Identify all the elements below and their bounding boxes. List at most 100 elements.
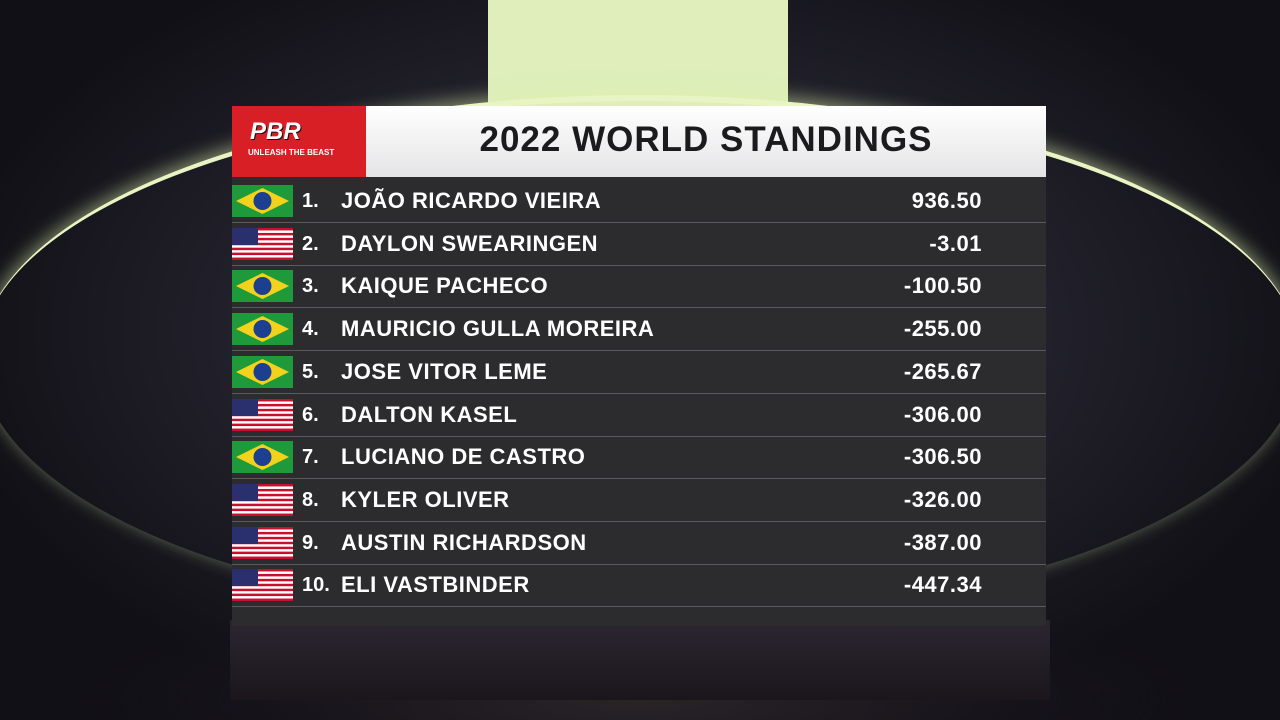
- rank: 9.: [302, 531, 319, 554]
- flag-stripe: [232, 503, 293, 507]
- flag-stripe: [232, 403, 293, 406]
- flag-stripe: [232, 252, 293, 255]
- flag-globe: [253, 320, 272, 339]
- score: -306.50: [903, 444, 982, 470]
- flag-stripe: [232, 257, 293, 260]
- rider-name: JOÃO RICARDO VIEIRA: [341, 188, 602, 213]
- flag: [232, 441, 293, 474]
- arena-floor: [230, 620, 1050, 700]
- flag: [232, 483, 293, 516]
- flag-stripe: [232, 498, 293, 502]
- flag-stripe: [232, 531, 293, 534]
- rider-name: MAURICIO GULLA MOREIRA: [341, 316, 655, 342]
- rank: 8.: [302, 488, 319, 511]
- rank: 1.: [302, 190, 319, 212]
- flag-stripe: [232, 598, 293, 602]
- rank: 3.: [302, 275, 319, 298]
- flag: [232, 398, 293, 431]
- rank: 4.: [302, 318, 319, 341]
- flag-globe: [253, 362, 272, 381]
- flag-canton: [232, 398, 258, 416]
- flag-stripe: [232, 408, 293, 411]
- flag-stripe: [232, 237, 293, 240]
- standings-panel: PBR UNLEASH THE BEAST 2022 WORLD STANDIN…: [232, 106, 1046, 626]
- flag: [232, 355, 293, 388]
- flag-stripe: [232, 556, 293, 559]
- flag-stripe: [232, 526, 293, 530]
- flag-stripe: [232, 242, 293, 245]
- score: -326.00: [903, 486, 982, 512]
- rank: 2.: [302, 232, 319, 255]
- rank: 5.: [302, 360, 319, 383]
- score: -306.00: [903, 401, 982, 427]
- flag-stripe: [232, 546, 293, 549]
- logo: PBR UNLEASH THE BEAST: [232, 106, 366, 177]
- score: -265.67: [903, 358, 982, 384]
- flag-canton: [232, 526, 258, 544]
- flag-stripe: [232, 569, 293, 572]
- score: -447.34: [903, 572, 982, 598]
- flag-stripe: [232, 247, 293, 250]
- flag-globe: [253, 277, 272, 296]
- standing-row: 8. KYLER OLIVER -326.00: [232, 479, 1046, 522]
- score: 936.50: [911, 188, 982, 213]
- standing-row: 9. AUSTIN RICHARDSON -387.00: [232, 522, 1046, 565]
- flag-canton: [232, 483, 258, 501]
- flag-stripe: [232, 536, 293, 539]
- standing-row: 1. JOÃO RICARDO VIEIRA 936.50: [232, 180, 1046, 223]
- flag-stripe: [232, 551, 293, 554]
- rider-name: DALTON KASEL: [341, 401, 518, 427]
- flag: [232, 185, 293, 217]
- arena-ring: [0, 95, 1280, 621]
- flag-stripe: [232, 488, 293, 492]
- rider-name: KAIQUE PACHECO: [341, 273, 549, 299]
- flag-stripe: [232, 588, 293, 592]
- logo-tagline: UNLEASH THE BEAST: [248, 148, 335, 157]
- rank: 7.: [302, 446, 319, 469]
- standing-row: 4. MAURICIO GULLA MOREIRA -255.00: [232, 308, 1046, 352]
- score: -387.00: [903, 529, 982, 555]
- arena-screen: [488, 0, 788, 110]
- flag-stripe: [232, 483, 293, 487]
- flag-stripe: [232, 232, 293, 236]
- standing-row: 5. JOSE VITOR LEME -265.67: [232, 351, 1046, 394]
- rider-name: JOSE VITOR LEME: [341, 358, 548, 384]
- flag-stripe: [232, 579, 293, 582]
- title: 2022 WORLD STANDINGS: [479, 120, 933, 159]
- flag-stripe: [232, 413, 293, 416]
- rider-name: KYLER OLIVER: [341, 486, 510, 512]
- flag: [232, 526, 293, 559]
- flag-stripe: [232, 513, 293, 516]
- flag: [232, 227, 293, 260]
- standing-row: 6. DALTON KASEL -306.00: [232, 394, 1046, 437]
- rider-name: DAYLON SWEARINGEN: [341, 230, 599, 256]
- flag-stripe: [232, 493, 293, 497]
- flag-canton: [232, 227, 258, 245]
- flag-stripe: [232, 418, 293, 421]
- standing-row: 10. ELI VASTBINDER -447.34: [232, 564, 1046, 608]
- flag: [232, 313, 293, 346]
- header: 2022 WORLD STANDINGS: [366, 106, 1046, 177]
- score: -255.00: [903, 316, 982, 342]
- flag-globe: [253, 192, 272, 210]
- flag-globe: [253, 448, 272, 467]
- flag: [232, 569, 293, 602]
- rider-name: LUCIANO DE CASTRO: [341, 444, 586, 470]
- flag-stripe: [232, 423, 293, 426]
- score: -100.50: [903, 273, 982, 299]
- rank: 6.: [302, 403, 319, 426]
- logo-brand: PBR: [250, 118, 301, 145]
- score: -3.01: [929, 230, 982, 256]
- flag-stripe: [232, 227, 293, 231]
- flag-stripe: [232, 398, 293, 401]
- standing-row: 7. LUCIANO DE CASTRO -306.50: [232, 436, 1046, 480]
- standing-row: 2. DAYLON SWEARINGEN -3.01: [232, 223, 1046, 266]
- flag-stripe: [232, 541, 293, 544]
- rider-name: ELI VASTBINDER: [341, 572, 530, 598]
- flag-stripe: [232, 574, 293, 577]
- flag-stripe: [232, 508, 293, 511]
- flag-stripe: [232, 428, 293, 431]
- standing-row: 3. KAIQUE PACHECO -100.50: [232, 265, 1046, 309]
- rank: 10.: [302, 574, 330, 597]
